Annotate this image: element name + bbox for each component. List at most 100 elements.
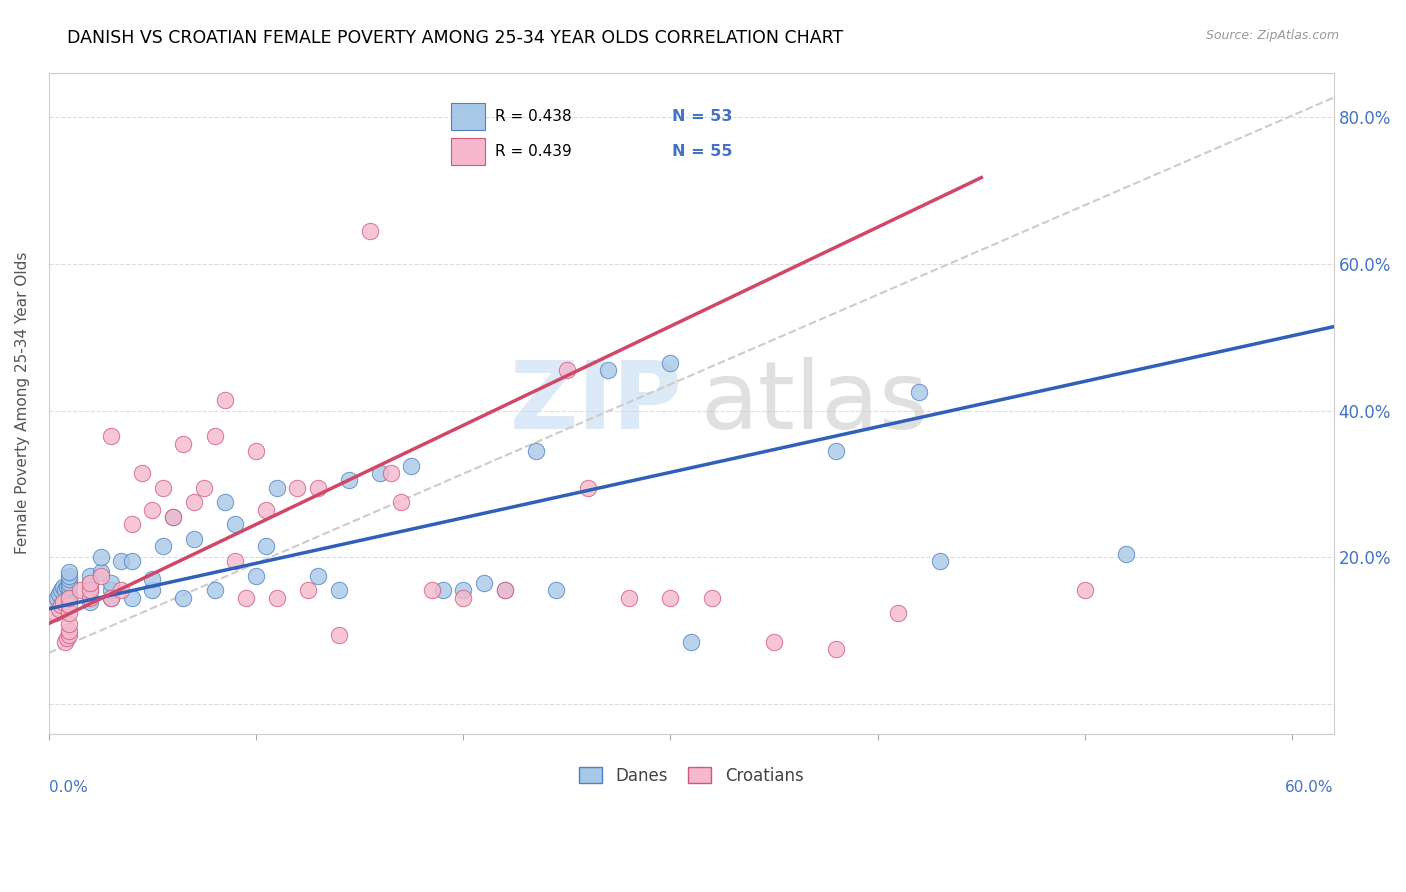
Point: [524, 444, 547, 458]
Point: [58, 569, 80, 583]
Point: [79, 594, 101, 608]
Point: [56, 631, 79, 645]
Point: [617, 591, 640, 605]
Point: [172, 591, 194, 605]
Point: [359, 224, 381, 238]
Point: [58, 591, 80, 605]
Point: [58, 580, 80, 594]
Point: [69, 583, 91, 598]
Point: [100, 429, 122, 443]
Point: [46, 591, 69, 605]
Point: [121, 591, 143, 605]
Text: DANISH VS CROATIAN FEMALE POVERTY AMONG 25-34 YEAR OLDS CORRELATION CHART: DANISH VS CROATIAN FEMALE POVERTY AMONG …: [67, 29, 844, 46]
Point: [90, 569, 112, 583]
Point: [141, 583, 163, 598]
Point: [266, 481, 288, 495]
Point: [546, 583, 568, 598]
Point: [58, 598, 80, 612]
Point: [48, 602, 70, 616]
Point: [659, 356, 682, 370]
Point: [183, 495, 205, 509]
Point: [51, 598, 73, 612]
Point: [53, 583, 76, 598]
Y-axis label: Female Poverty Among 25-34 Year Olds: Female Poverty Among 25-34 Year Olds: [15, 252, 30, 555]
Point: [681, 635, 703, 649]
Point: [141, 502, 163, 516]
Point: [451, 591, 474, 605]
Point: [152, 481, 174, 495]
Point: [598, 363, 620, 377]
Point: [58, 627, 80, 641]
Text: Source: ZipAtlas.com: Source: ZipAtlas.com: [1205, 29, 1339, 42]
Point: [152, 540, 174, 554]
Point: [254, 540, 277, 554]
Point: [380, 466, 402, 480]
Point: [401, 458, 423, 473]
Text: ZIP: ZIP: [509, 358, 682, 450]
Point: [193, 481, 215, 495]
Point: [51, 583, 73, 598]
Point: [307, 481, 329, 495]
Point: [214, 495, 236, 509]
Point: [48, 587, 70, 601]
Point: [44, 606, 66, 620]
Text: 60.0%: 60.0%: [1285, 780, 1334, 795]
Point: [56, 580, 79, 594]
Point: [162, 510, 184, 524]
Point: [224, 517, 246, 532]
Point: [79, 576, 101, 591]
Point: [1115, 547, 1137, 561]
Point: [328, 627, 350, 641]
Point: [58, 576, 80, 591]
Point: [472, 576, 495, 591]
Point: [52, 580, 75, 594]
Point: [162, 510, 184, 524]
Point: [370, 466, 392, 480]
Point: [100, 591, 122, 605]
Point: [659, 591, 682, 605]
Point: [825, 642, 848, 657]
Point: [79, 591, 101, 605]
Point: [908, 385, 931, 400]
Point: [389, 495, 412, 509]
Point: [700, 591, 723, 605]
Point: [494, 583, 516, 598]
Text: 0.0%: 0.0%: [49, 780, 87, 795]
Point: [224, 554, 246, 568]
Point: [141, 573, 163, 587]
Point: [328, 583, 350, 598]
Point: [121, 517, 143, 532]
Point: [44, 594, 66, 608]
Point: [58, 594, 80, 608]
Point: [254, 502, 277, 516]
Point: [58, 565, 80, 579]
Point: [121, 554, 143, 568]
Point: [420, 583, 443, 598]
Point: [131, 466, 153, 480]
Point: [90, 565, 112, 579]
Point: [172, 436, 194, 450]
Point: [287, 481, 309, 495]
Point: [100, 583, 122, 598]
Point: [214, 392, 236, 407]
Text: atlas: atlas: [700, 358, 928, 450]
Point: [204, 429, 226, 443]
Point: [432, 583, 454, 598]
Point: [58, 606, 80, 620]
Point: [235, 591, 257, 605]
Point: [245, 444, 267, 458]
Point: [825, 444, 848, 458]
Point: [58, 616, 80, 631]
Point: [451, 583, 474, 598]
Point: [887, 606, 910, 620]
Point: [58, 573, 80, 587]
Point: [79, 569, 101, 583]
Legend: Danes, Croatians: Danes, Croatians: [572, 760, 810, 791]
Point: [245, 569, 267, 583]
Point: [100, 591, 122, 605]
Point: [79, 576, 101, 591]
Point: [90, 550, 112, 565]
Point: [494, 583, 516, 598]
Point: [58, 587, 80, 601]
Point: [204, 583, 226, 598]
